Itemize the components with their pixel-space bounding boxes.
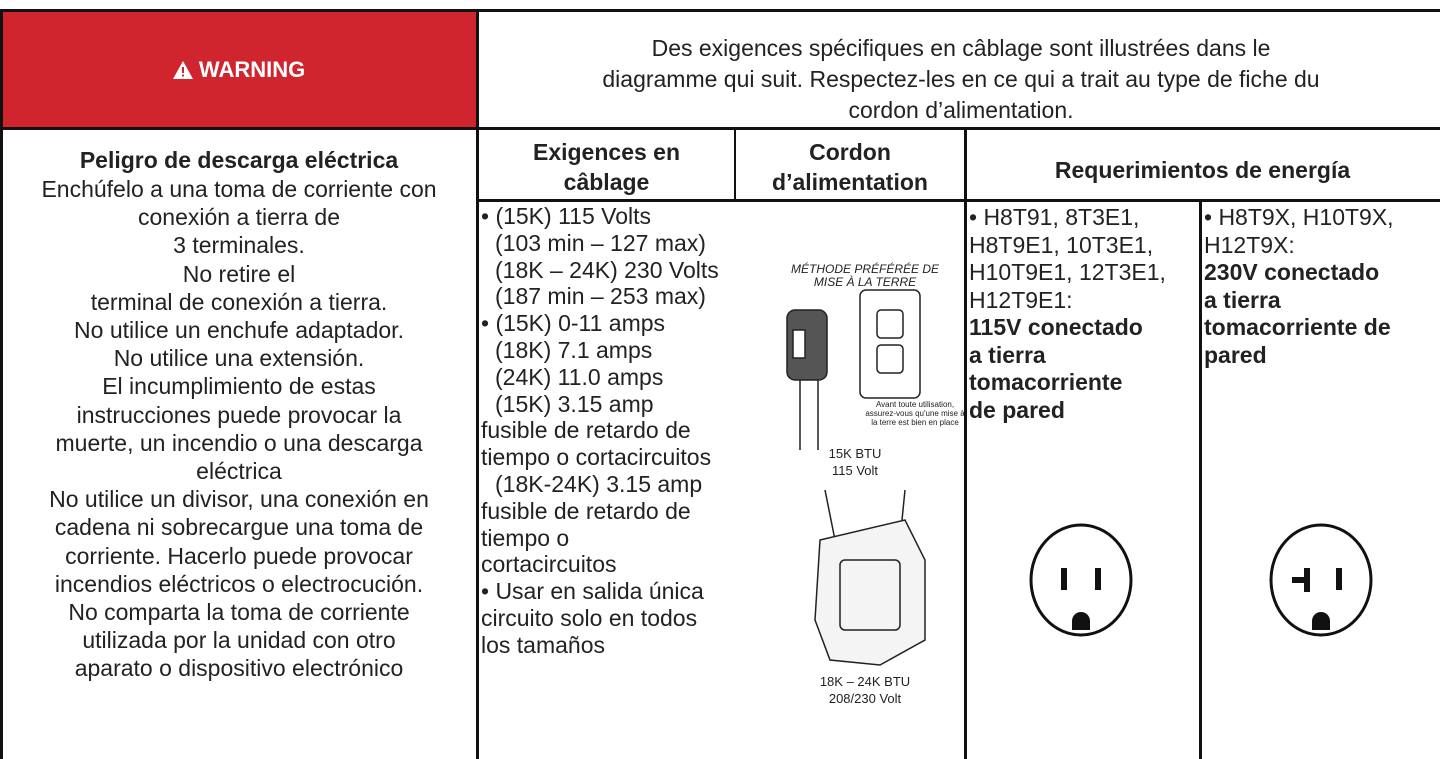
caption-18k: 18K – 24K BTU 208/230 Volt: [790, 673, 940, 707]
method-label: MÉTHODE PRÉFÉRÉE DE MISE À LA TERRE: [775, 263, 955, 289]
intro-line: Des exigences spécifiques en câblage son…: [651, 35, 1271, 61]
wiring-line: cortacircuitos: [481, 551, 617, 578]
wiring-line: • Usar en salida única: [481, 578, 704, 605]
label-line: MÉTHODE PRÉFÉRÉE DE: [790, 262, 940, 276]
hazard-line: No utilice un divisor, una conexión en: [49, 486, 429, 513]
caption-line: 208/230 Volt: [828, 691, 902, 706]
wiring-line: (187 min – 253 max): [495, 283, 706, 310]
header-line: d’alimentation: [772, 169, 928, 195]
wiring-line: fusible de retardo de: [481, 497, 691, 524]
wiring-line: (18K-24K) 3.15 amp: [495, 470, 703, 497]
spec-line: pared: [1204, 341, 1267, 368]
wiring-line: (24K) 11.0 amps: [495, 363, 664, 390]
wiring-text: • (15K) 115 Volts (103 min – 127 max) (18K…: [481, 203, 735, 659]
plug-15k: [786, 289, 921, 450]
warning-banner: [0, 10, 478, 128]
border: [0, 127, 1440, 130]
wiring-line: (15K) 3.15 amp: [495, 390, 654, 417]
border: [0, 9, 3, 759]
spec-line: 115V conectado: [969, 314, 1143, 340]
wiring-line: • (15K) 0-11 amps: [481, 310, 666, 337]
caption-line: 15K BTU: [828, 446, 882, 461]
hazard-line: No utilice una extensión.: [113, 345, 365, 372]
wiring-line: tiempo o cortacircuitos: [481, 444, 712, 471]
ground-note: Avant toute utilisation, assurez-vous qu'…: [860, 400, 970, 427]
hazard-line: incendios eléctricos o electrocución.: [54, 570, 424, 597]
intro: Des exigences spécifiques en câblage son…: [482, 33, 1440, 126]
spec-line: a tierra: [1204, 286, 1281, 313]
spec-115: 115V conectado a tierra tomacorriente de pa…: [969, 314, 1143, 424]
model-line: • H8T9X, H10T9X,: [1204, 204, 1394, 230]
border: [1199, 200, 1202, 759]
wiring-line: (18K – 24K) 230 Volts: [495, 256, 719, 283]
border: [478, 199, 1440, 202]
hazard-line: El incumplimiento de estas: [102, 373, 376, 400]
hazard-line: cadena ni sobrecargue una toma de: [54, 514, 424, 541]
label-line: MISE À LA TERRE: [813, 275, 917, 289]
border: [964, 128, 967, 759]
caption-line: 115 Volt: [831, 463, 879, 478]
spec-line: de pared: [969, 396, 1065, 423]
wiring-line: tiempo o: [481, 524, 570, 551]
border: [476, 9, 479, 759]
hazard-line: aparato o dispositivo electrónico: [74, 655, 404, 682]
hazard-line: No comparta la toma de corriente: [68, 599, 410, 626]
hazard-line: terminal de conexión a tierra.: [90, 288, 388, 315]
note-line: Avant toute utilisation,: [875, 400, 955, 409]
header-line: Exigences en: [532, 139, 681, 165]
border: [0, 9, 1440, 12]
wiring-line: (18K) 7.1 amps: [495, 336, 653, 363]
warning-text: WARNING: [198, 57, 306, 82]
hazard-line: Enchúfelo a una toma de corriente con: [41, 176, 437, 202]
hazard-title: Peligro de descarga eléctrica: [79, 147, 399, 173]
plug-18k: [814, 489, 926, 666]
power-header: Requerimientos de energía: [1054, 157, 1351, 183]
hazard-line: instrucciones puede provocar la: [76, 401, 402, 428]
hazard-line: No utilice un enchufe adaptador.: [74, 317, 404, 344]
header-line: Cordon: [809, 139, 891, 165]
spec-line: a tierra: [969, 341, 1046, 368]
hazard-line: muerte, un incendio o una descarga: [55, 429, 423, 456]
note-line: assurez-vous qu'une mise à: [865, 409, 965, 418]
model-line: H8T9E1, 10T3E1,: [969, 231, 1154, 258]
intro-line: diagramme qui suit. Respectez-les en ce …: [602, 66, 1320, 92]
hazard-line: conexión a tierra de: [137, 204, 340, 231]
hazard-text: Enchúfelo a una toma de corriente con con…: [0, 175, 478, 683]
model-line: H10T9E1, 12T3E1,: [969, 259, 1166, 285]
wiring-line: los tamaños: [481, 631, 606, 658]
hazard-line: 3 terminales.: [173, 232, 305, 259]
intro-line: cordon d’alimentation.: [848, 97, 1074, 123]
wiring-line: (103 min – 127 max): [495, 229, 706, 256]
spec-230: 230V conectado a tierra tomacorriente de pa…: [1204, 259, 1391, 369]
hazard-line: corriente. Hacerlo puede provocar: [65, 542, 413, 569]
outlet-230: [1269, 523, 1373, 637]
models-115: • H8T91, 8T3E1, H8T9E1, 10T3E1, H10T9E1, 1…: [969, 204, 1166, 314]
hazard-line: utilizada por la unidad con otro: [82, 627, 396, 654]
spec-line: tomacorriente de: [1204, 314, 1391, 340]
hazard-line: eléctrica: [196, 458, 282, 485]
note-line: la terre est bien en place: [871, 418, 959, 427]
header-line: câblage: [563, 169, 650, 195]
hazard-line: No retire el: [182, 260, 296, 287]
wiring-line: circuito solo en todos: [481, 604, 698, 631]
cord-header: Cordon d’alimentation: [735, 137, 965, 197]
outlet-115: [1029, 523, 1133, 637]
model-line: H12T9E1:: [969, 286, 1073, 313]
caption-line: 18K – 24K BTU: [819, 674, 911, 689]
model-line: H12T9X:: [1204, 231, 1295, 258]
border: [734, 128, 736, 202]
wiring-header: Exigences en câblage: [478, 137, 735, 197]
models-230: • H8T9X, H10T9X, H12T9X:: [1204, 204, 1394, 259]
warning-icon: [172, 61, 193, 79]
wiring-line: fusible de retardo de: [481, 417, 691, 444]
spec-line: 230V conectado: [1204, 259, 1380, 285]
model-line: • H8T91, 8T3E1,: [969, 204, 1140, 230]
warning-label: WARNING: [0, 57, 478, 83]
wiring-line: • (15K) 115 Volts: [481, 203, 651, 229]
spec-line: tomacorriente: [969, 369, 1123, 395]
caption-15k: 15K BTU 115 Volt: [790, 445, 920, 479]
